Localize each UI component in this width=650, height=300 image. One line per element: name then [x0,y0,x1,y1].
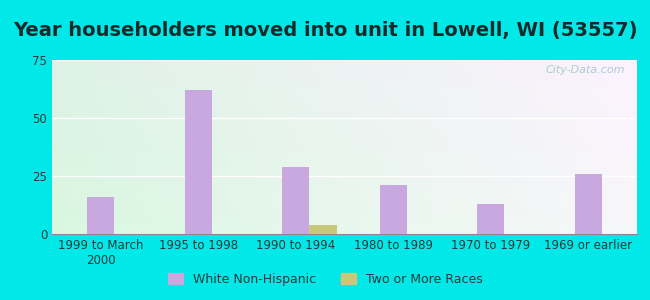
Bar [477,204,504,234]
Text: Year householders moved into unit in Lowell, WI (53557): Year householders moved into unit in Low… [13,21,637,40]
Bar [380,185,407,234]
Bar [309,225,337,234]
Bar [185,90,212,234]
Bar [87,197,114,234]
Bar [282,167,309,234]
Text: City-Data.com: City-Data.com [546,65,625,75]
Legend: White Non-Hispanic, Two or More Races: White Non-Hispanic, Two or More Races [162,268,488,291]
Bar [575,174,602,234]
